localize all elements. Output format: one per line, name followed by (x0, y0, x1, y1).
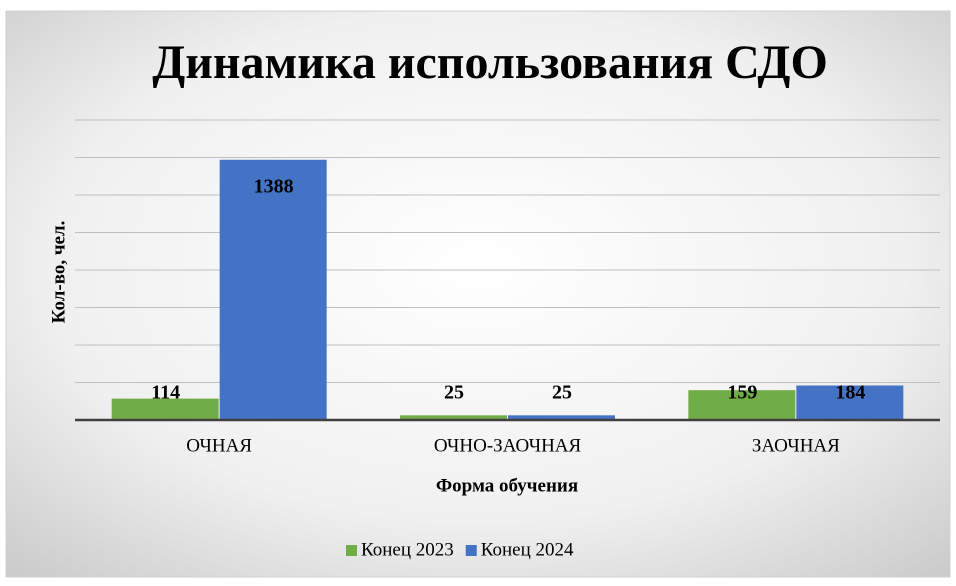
data-label: 1388 (254, 175, 294, 197)
bar (688, 390, 796, 420)
legend-swatch (346, 545, 357, 556)
chart-title: Динамика использования СДО (152, 36, 828, 89)
x-tick-label: ЗАОЧНАЯ (752, 435, 840, 456)
x-tick-label: ОЧНО-ЗАОЧНАЯ (434, 435, 582, 456)
legend-label: Конец 2024 (481, 539, 574, 560)
y-axis-label: Кол-во, чел. (48, 221, 69, 324)
x-axis-label: Форма обучения (436, 475, 578, 496)
data-label: 114 (151, 382, 180, 404)
bar (796, 385, 904, 420)
bar (508, 415, 615, 420)
data-label: 25 (444, 382, 464, 404)
data-label: 184 (835, 382, 865, 404)
legend-swatch (465, 545, 477, 556)
data-label: 159 (727, 382, 757, 404)
bar (111, 398, 219, 420)
bar (400, 415, 507, 420)
chart-background (5, 10, 951, 578)
x-tick-label: ОЧНАЯ (186, 435, 252, 456)
bar (219, 159, 327, 420)
data-label: 25 (552, 382, 572, 404)
legend-label: Конец 2023 (361, 539, 454, 560)
